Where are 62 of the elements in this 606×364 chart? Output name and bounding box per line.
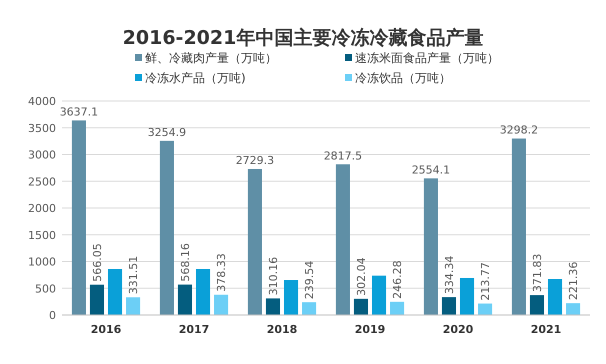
data-label: 310.16 bbox=[266, 256, 280, 296]
bar bbox=[284, 280, 298, 315]
data-label: 302.04 bbox=[354, 257, 368, 296]
x-tick-label: 2021 bbox=[530, 323, 562, 336]
bar bbox=[160, 140, 174, 315]
y-tick-label: 4000 bbox=[28, 95, 56, 108]
text: 2729.3 bbox=[236, 154, 274, 167]
x-tick-label: 2018 bbox=[266, 323, 298, 336]
data-label: 213.77 bbox=[479, 262, 492, 301]
bar bbox=[390, 302, 404, 315]
data-label: 331.51 bbox=[127, 256, 140, 294]
bar bbox=[442, 297, 456, 315]
data-label: 371.83 bbox=[530, 254, 544, 292]
bar bbox=[530, 295, 544, 315]
y-tick-label: 500 bbox=[35, 282, 56, 296]
text: 3298.2 bbox=[500, 124, 538, 137]
x-tick-label: 2019 bbox=[354, 323, 386, 336]
text: 2817.5 bbox=[324, 149, 362, 162]
bar bbox=[72, 120, 86, 315]
bar bbox=[512, 138, 526, 315]
legend-label: 鲜、冷藏肉产量（万吨） bbox=[145, 51, 277, 65]
x-tick-label: 2020 bbox=[442, 323, 474, 336]
bar bbox=[478, 304, 492, 315]
bar bbox=[302, 302, 316, 315]
bar bbox=[196, 268, 210, 315]
bar bbox=[90, 284, 104, 315]
y-tick-label: 1500 bbox=[28, 228, 56, 242]
legend-label: 冷冻饮品（万吨） bbox=[355, 71, 451, 85]
bar bbox=[126, 297, 140, 315]
bar bbox=[460, 278, 474, 315]
legend-label: 冷冻水产品（万吨) bbox=[145, 71, 246, 85]
data-label: 566.05 bbox=[90, 243, 104, 282]
bar bbox=[424, 178, 438, 315]
x-tick-label: 2017 bbox=[178, 323, 210, 336]
bar bbox=[372, 276, 386, 315]
bar bbox=[108, 268, 122, 315]
bar bbox=[336, 164, 350, 315]
data-label: 378.33 bbox=[215, 253, 228, 292]
y-tick-label: 3000 bbox=[28, 148, 56, 162]
text: 3637.1 bbox=[60, 105, 98, 118]
y-tick-label: 1000 bbox=[28, 256, 56, 268]
y-tick-label: 0 bbox=[49, 309, 56, 322]
bar bbox=[566, 303, 580, 315]
bar bbox=[354, 298, 368, 315]
bar bbox=[248, 168, 262, 315]
text: 2554.1 bbox=[412, 163, 450, 176]
data-label: 221.36 bbox=[567, 262, 580, 300]
bar bbox=[266, 298, 280, 315]
bar bbox=[178, 284, 192, 315]
bar bbox=[548, 278, 562, 315]
data-label: 568.16 bbox=[178, 243, 192, 282]
text: 3254.9 bbox=[148, 126, 186, 139]
y-tick-label: 3500 bbox=[28, 122, 56, 135]
y-tick-label: 2000 bbox=[28, 202, 56, 215]
y-tick-label: 2500 bbox=[28, 175, 56, 188]
legend-label: 速冻米面食品产量（万吨） bbox=[355, 51, 499, 65]
data-label: 246.28 bbox=[391, 260, 404, 299]
title: 2016-2021年中国主要冷冻冷藏食品产量 bbox=[122, 27, 484, 49]
x-tick-label: 2016 bbox=[90, 323, 122, 336]
data-label: 239.54 bbox=[303, 260, 316, 300]
data-label: 334.34 bbox=[442, 256, 456, 294]
bar bbox=[214, 294, 228, 315]
